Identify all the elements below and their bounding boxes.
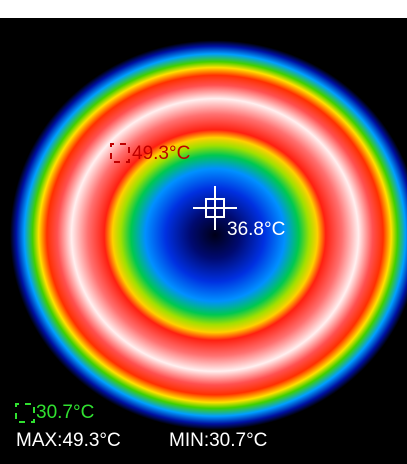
- max-label: 49.3°C: [132, 143, 190, 164]
- thermal-ring: [0, 18, 407, 464]
- top-strip: [0, 0, 407, 18]
- min-label: 30.7°C: [36, 402, 94, 423]
- footer-min: MIN:30.7°C: [169, 430, 267, 451]
- center-label: 36.8°C: [227, 219, 285, 240]
- thermal-view: 49.3°C 36.8°C 30.7°C MAX:49.3°C MIN:30.7…: [0, 0, 407, 464]
- page: {"markers": {"max": {"label": "49.3°C"},…: [0, 0, 407, 464]
- footer-max: MAX:49.3°C: [16, 430, 121, 451]
